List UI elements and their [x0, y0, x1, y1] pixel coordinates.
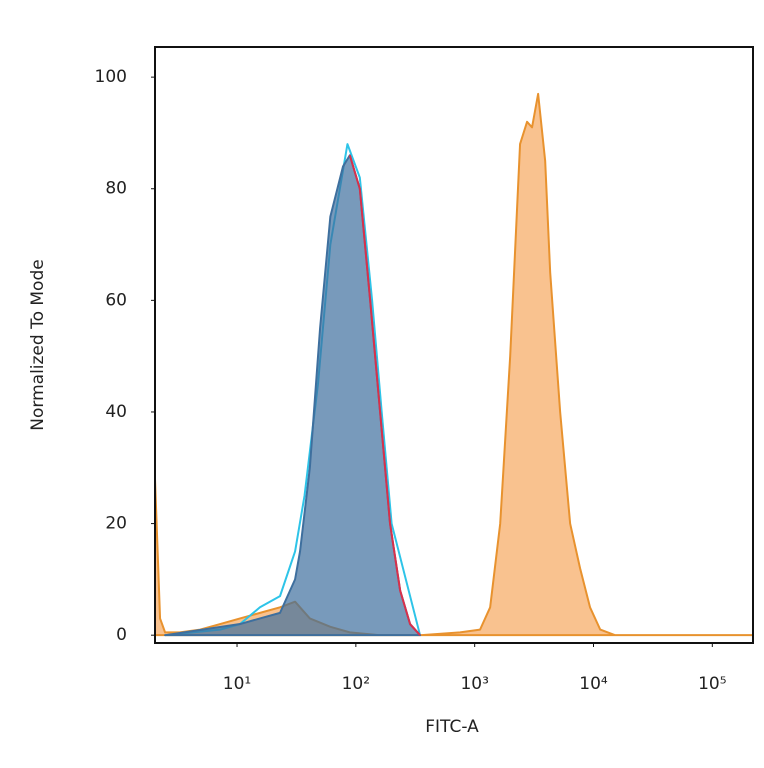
x-axis-label: FITC-A [425, 717, 479, 737]
x-tick-label: 10² [342, 674, 370, 694]
y-tick-label: 80 [105, 179, 127, 199]
plot-frame [154, 46, 754, 644]
x-tick-label: 10³ [460, 674, 488, 694]
y-tick-label: 100 [95, 67, 127, 87]
y-tick-label: 0 [116, 625, 127, 645]
x-tick-label: 10¹ [223, 674, 251, 694]
histogram [164, 154, 422, 637]
y-tick-label: 60 [105, 290, 127, 310]
x-tick-label: 10⁴ [579, 674, 608, 694]
histogram [154, 92, 754, 637]
x-tick-label: 10⁵ [698, 674, 726, 694]
y-axis-label: Normalized To Mode [28, 259, 48, 430]
histogram [348, 154, 421, 636]
y-tick-label: 40 [105, 402, 127, 422]
y-tick-label: 20 [105, 514, 127, 534]
